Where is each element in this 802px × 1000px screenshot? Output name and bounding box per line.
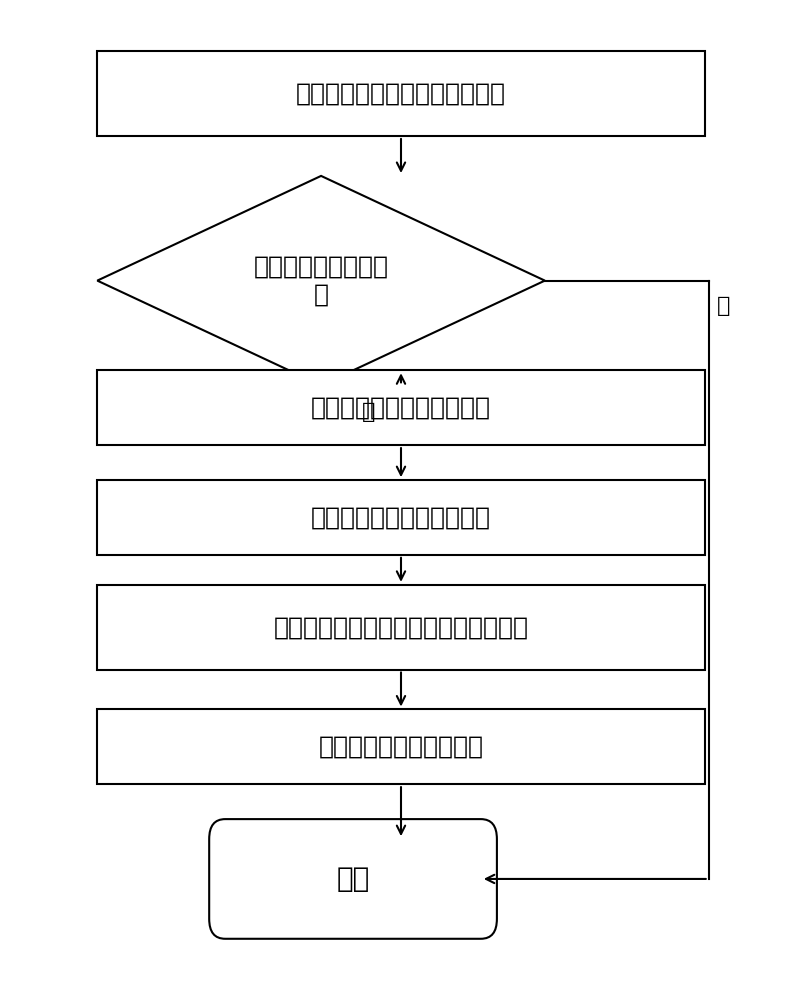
FancyBboxPatch shape	[97, 709, 705, 784]
Text: 否: 否	[717, 296, 730, 316]
FancyBboxPatch shape	[97, 51, 705, 136]
Text: 执行扫描任务，对指定的目标进行扫描: 执行扫描任务，对指定的目标进行扫描	[273, 615, 529, 639]
FancyBboxPatch shape	[97, 585, 705, 670]
Text: 请求设备是否认证通
过: 请求设备是否认证通 过	[253, 255, 389, 307]
Text: 将扫描结果返回请求设备: 将扫描结果返回请求设备	[318, 735, 484, 759]
Text: 解析扫描请求中的联动报文: 解析扫描请求中的联动报文	[311, 396, 491, 420]
FancyBboxPatch shape	[209, 819, 497, 939]
FancyBboxPatch shape	[97, 480, 705, 555]
Text: 结束: 结束	[336, 865, 370, 893]
Text: 是: 是	[363, 402, 375, 422]
Text: 监听来自非漏扫设备的扫描请求: 监听来自非漏扫设备的扫描请求	[296, 82, 506, 106]
FancyBboxPatch shape	[97, 370, 705, 445]
Polygon shape	[97, 176, 545, 385]
Text: 根据联动报文创建扫描任务: 根据联动报文创建扫描任务	[311, 505, 491, 529]
